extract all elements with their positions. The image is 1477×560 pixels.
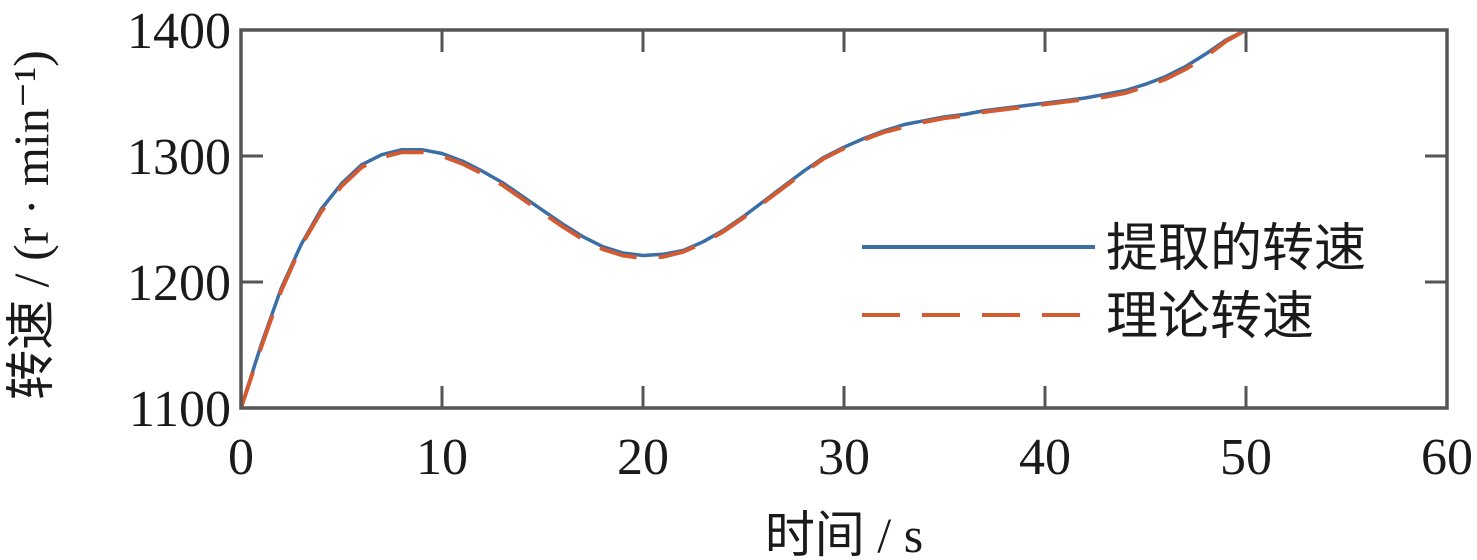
tick-labels: 0 10 20 30 40 50 60 1100 1200 1300 1400: [127, 3, 1473, 486]
series-line-theoretical: [239, 28, 1247, 409]
legend-label-extracted: 提取的转速: [1106, 221, 1366, 278]
x-tick-label: 30: [818, 429, 870, 486]
legend-label-theoretical: 理论转速: [1106, 289, 1314, 346]
x-tick-label: 40: [1019, 429, 1071, 486]
y-tick-label: 1100: [129, 381, 231, 438]
x-tick-label: 20: [617, 429, 669, 486]
x-tick-label: 50: [1220, 429, 1272, 486]
y-tick-label: 1200: [127, 255, 231, 312]
x-tick-label: 0: [228, 429, 254, 486]
x-tick-label: 10: [416, 429, 468, 486]
plot-frame: [239, 28, 1449, 410]
x-axis-title: 时间 / s: [765, 507, 923, 560]
y-axis-title: 转速 / (r · min⁻¹): [3, 50, 59, 400]
ticks-layer: [239, 28, 1449, 410]
x-tick-label: 60: [1421, 429, 1473, 486]
legend: 提取的转速 理论转速: [862, 221, 1366, 346]
y-tick-label: 1300: [127, 129, 231, 186]
series-layer: [239, 28, 1247, 409]
y-tick-label: 1400: [127, 3, 231, 60]
